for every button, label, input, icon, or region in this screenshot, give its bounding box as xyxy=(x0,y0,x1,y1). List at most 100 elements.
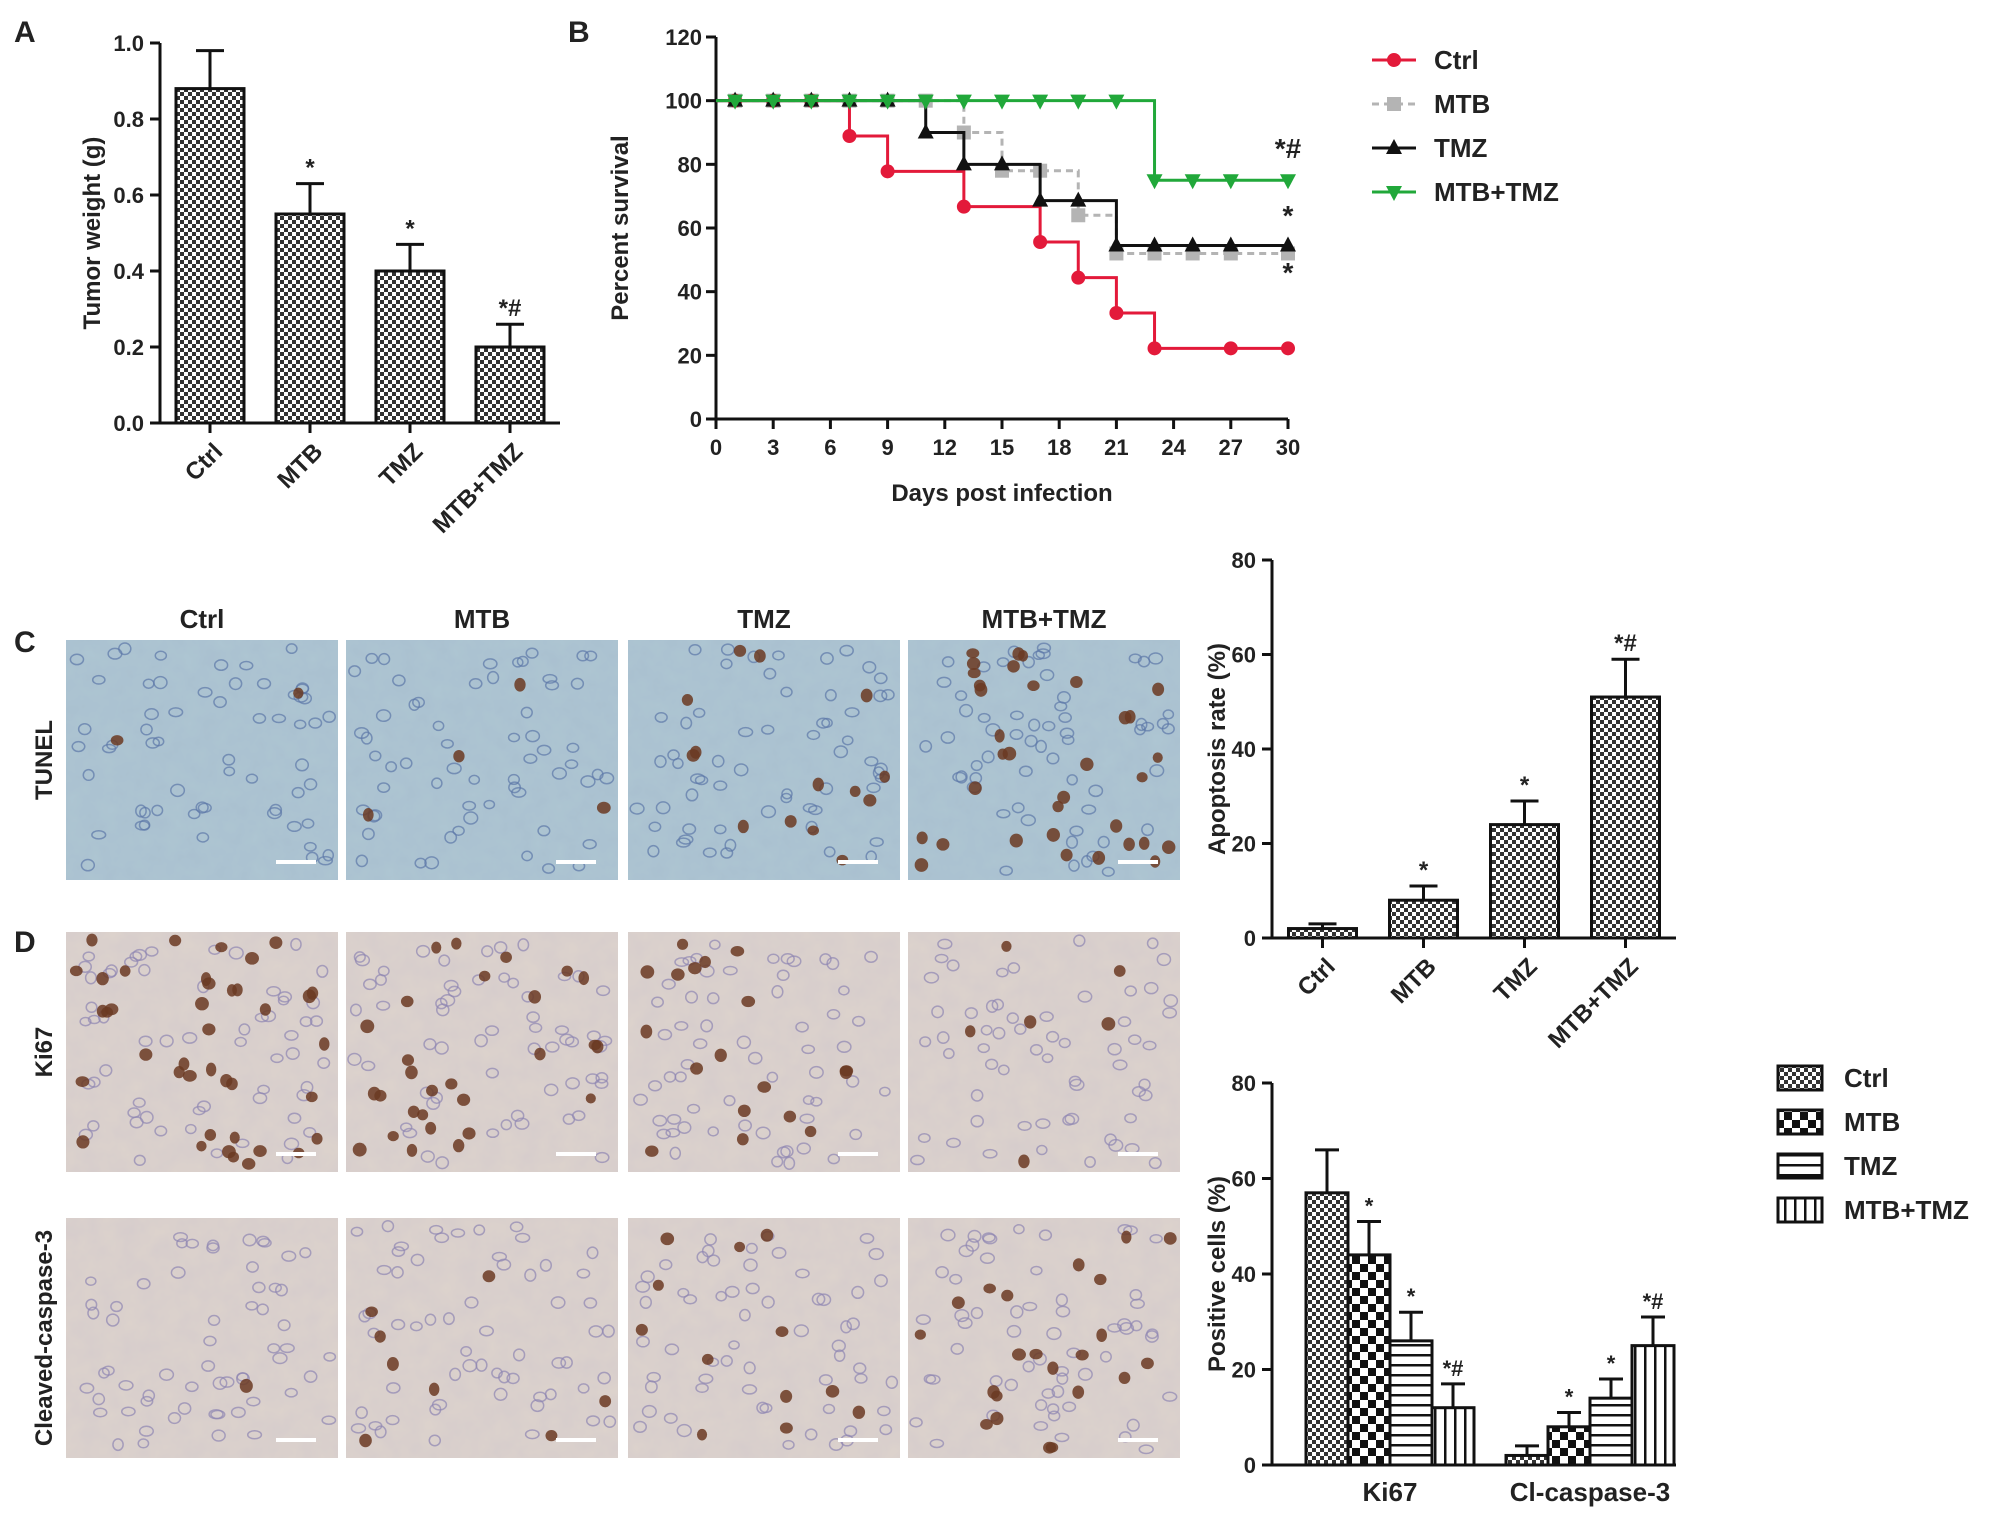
nucleus xyxy=(438,954,451,967)
nucleus xyxy=(87,1014,101,1025)
nucleus xyxy=(1069,825,1084,837)
nucleus xyxy=(841,735,854,746)
nucleus xyxy=(468,774,481,785)
stained-nucleus xyxy=(849,785,861,797)
nucleus xyxy=(663,1412,678,1424)
nucleus xyxy=(1156,717,1170,730)
stained-nucleus xyxy=(585,1093,596,1104)
stained-nucleus xyxy=(360,1019,375,1034)
stained-nucleus xyxy=(561,965,573,977)
nucleus xyxy=(138,819,151,831)
x-tick-label: 6 xyxy=(824,435,836,460)
survival-marker-mtb_tmz xyxy=(1184,174,1201,190)
nucleus xyxy=(544,1388,557,1401)
stained-nucleus xyxy=(1046,827,1060,842)
nucleus xyxy=(517,938,530,952)
nucleus xyxy=(1058,1037,1071,1049)
stained-nucleus xyxy=(1007,660,1020,673)
nucleus xyxy=(955,770,968,784)
nucleus xyxy=(780,792,793,804)
stained-nucleus xyxy=(737,819,749,834)
stained-nucleus xyxy=(478,970,491,982)
nucleus xyxy=(1124,985,1138,997)
nucleus xyxy=(295,758,310,772)
nucleus xyxy=(281,1250,297,1262)
y-tick-label: 60 xyxy=(678,216,702,241)
bar xyxy=(274,212,346,425)
nucleus xyxy=(1059,727,1075,739)
stained-nucleus xyxy=(482,1270,496,1283)
y-tick-label: 1.0 xyxy=(113,31,144,56)
stained-nucleus xyxy=(229,1131,240,1144)
stained-nucleus xyxy=(69,965,83,977)
nucleus xyxy=(795,1021,809,1033)
nucleus xyxy=(1034,1399,1048,1412)
stained-nucleus xyxy=(914,858,929,872)
nucleus xyxy=(1014,1023,1027,1035)
nucleus xyxy=(391,1266,404,1279)
stained-nucleus xyxy=(453,749,465,763)
nucleus xyxy=(957,1317,973,1329)
nucleus xyxy=(771,985,784,999)
nucleus xyxy=(1006,1012,1020,1024)
stained-nucleus xyxy=(1123,837,1135,851)
nucleus xyxy=(827,1153,841,1165)
nucleus xyxy=(755,1126,771,1140)
nucleus xyxy=(303,778,318,791)
nucleus xyxy=(698,1373,714,1385)
nucleus xyxy=(308,717,323,729)
nucleus xyxy=(85,1001,98,1013)
nucleus xyxy=(410,1253,425,1267)
nucleus xyxy=(1101,866,1115,877)
stained-nucleus xyxy=(591,1040,604,1054)
nucleus xyxy=(659,1259,673,1271)
stained-nucleus xyxy=(452,1139,465,1153)
nucleus xyxy=(1156,952,1172,967)
nucleus xyxy=(851,1285,865,1300)
stained-nucleus xyxy=(701,1353,714,1365)
nucleus xyxy=(317,855,334,866)
nucleus xyxy=(603,1415,617,1428)
nucleus xyxy=(982,1148,998,1159)
survival-marker-ctrl xyxy=(1071,270,1086,285)
nucleus xyxy=(182,1031,198,1044)
nucleus xyxy=(766,1071,779,1083)
stained-nucleus xyxy=(660,1232,675,1246)
nucleus xyxy=(1022,1360,1035,1373)
stained-nucleus xyxy=(671,968,685,981)
nucleus xyxy=(500,1119,513,1131)
stained-nucleus xyxy=(696,1428,708,1441)
nucleus xyxy=(1024,734,1038,748)
nucleus xyxy=(317,1057,331,1069)
nucleus xyxy=(136,1278,151,1290)
nucleus xyxy=(639,1295,652,1309)
stained-nucleus xyxy=(1113,965,1126,977)
survival-marker-mtb xyxy=(1071,208,1086,223)
stained-nucleus xyxy=(269,936,283,949)
stained-nucleus xyxy=(293,687,304,699)
nucleus xyxy=(293,719,307,730)
nucleus xyxy=(999,865,1013,876)
nucleus xyxy=(946,959,960,972)
panel-letter-c: C xyxy=(14,626,36,659)
nucleus xyxy=(808,1065,824,1079)
stained-nucleus xyxy=(1162,840,1176,855)
nucleus xyxy=(511,786,527,798)
nucleus xyxy=(284,1030,299,1041)
nucleus xyxy=(967,1229,982,1243)
nucleus xyxy=(1162,1391,1178,1402)
nucleus xyxy=(512,657,524,668)
micrograph-texture xyxy=(66,1218,338,1458)
nucleus xyxy=(228,946,244,960)
stained-nucleus xyxy=(1118,710,1132,725)
survival-marker-mtb_tmz xyxy=(803,94,820,110)
nucleus xyxy=(958,1244,974,1258)
nucleus xyxy=(795,1268,810,1279)
survival-marker-tmz xyxy=(1070,191,1087,207)
bar xyxy=(1430,1406,1476,1467)
stained-nucleus xyxy=(451,937,462,950)
stained-nucleus xyxy=(306,986,319,1000)
nucleus xyxy=(277,995,290,1006)
nucleus xyxy=(1149,1234,1163,1244)
nucleus xyxy=(423,1038,437,1051)
